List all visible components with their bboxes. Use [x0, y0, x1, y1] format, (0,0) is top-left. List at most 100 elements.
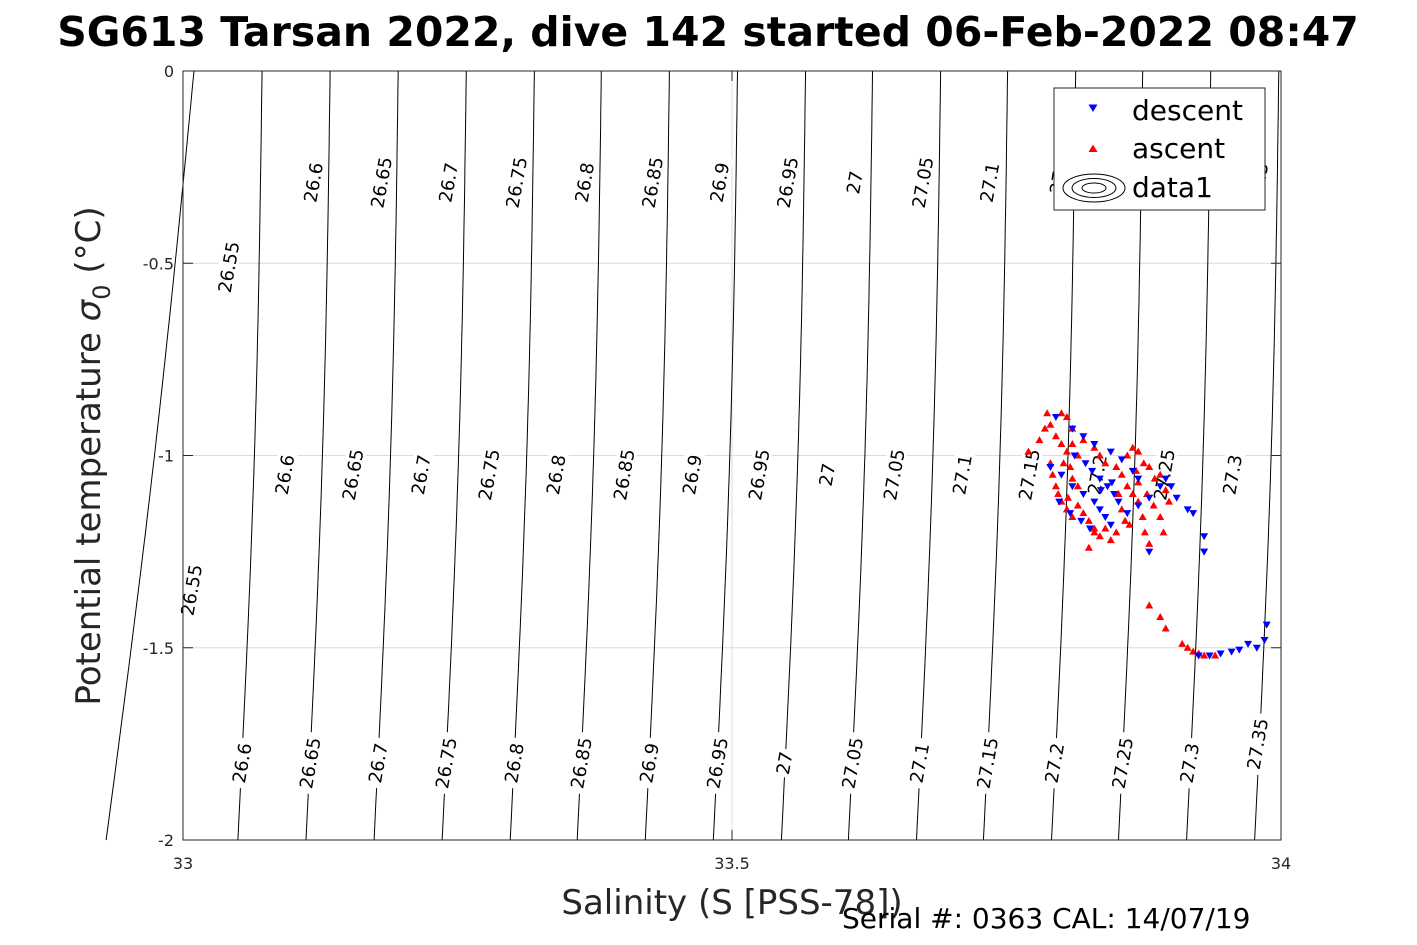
x-axis-ticks: 33 33.5 34: [173, 71, 1291, 873]
ascent-point: [1043, 409, 1052, 417]
descent-point: [1216, 650, 1225, 658]
contour-label-bg: [269, 448, 299, 501]
descent-point: [1106, 448, 1115, 456]
y-axis-label-unit: (°C): [69, 206, 109, 284]
ascent-point: [1035, 436, 1044, 444]
ascent-point: [1066, 463, 1075, 471]
y-axis-label-symbol: σ: [69, 298, 109, 321]
descent-point: [1156, 483, 1165, 491]
density-contour-27.1: [916, 70, 942, 841]
ascent-point: [1062, 413, 1071, 421]
ascent-point: [1123, 482, 1132, 490]
ascent-point: [1048, 470, 1057, 478]
density-contour-26.7: [373, 70, 399, 841]
ascent-point: [1059, 459, 1068, 467]
ascent-point: [1125, 520, 1134, 528]
descent-point: [1079, 490, 1088, 498]
contour-label-bg: [947, 448, 976, 501]
ascent-point: [1165, 497, 1174, 505]
descent-point: [1145, 494, 1154, 502]
ascent-point: [1112, 528, 1121, 536]
density-contour-26.75: [441, 70, 467, 841]
ascent-point: [1090, 524, 1099, 532]
legend: descent ascent data1: [1053, 87, 1266, 211]
legend-descent-label: descent: [1132, 94, 1243, 127]
y-tick-label: -1: [158, 447, 174, 466]
descent-point: [1260, 637, 1269, 645]
ascent-point: [1062, 447, 1071, 455]
serial-cal-footer: Serial #: 0363 CAL: 14/07/19: [842, 902, 1250, 935]
contour-label-bg: [971, 731, 1002, 795]
ascent-point: [1138, 513, 1147, 521]
contour-label-bg: [363, 736, 392, 790]
contour-label-bg: [634, 736, 663, 790]
density-contour-26.8: [509, 70, 535, 841]
contour-label-bg: [406, 448, 435, 501]
contour-label: 26.55: [212, 235, 244, 299]
contour-label: 27: [814, 459, 840, 491]
descent-point: [1085, 525, 1094, 533]
descent-point: [1088, 467, 1097, 475]
contour-label-bg: [541, 448, 570, 501]
descent-point: [1103, 483, 1112, 491]
contour-label-bg: [878, 442, 909, 507]
contour-label-bg: [974, 155, 1004, 209]
descent-point: [1051, 414, 1060, 422]
descent-point: [1128, 467, 1137, 475]
descent-point: [1090, 498, 1099, 506]
descent-point: [1081, 460, 1090, 468]
ascent-point: [1101, 524, 1110, 532]
descent-point: [1079, 433, 1088, 441]
ascent-point: [1145, 463, 1154, 471]
contour-label: 27: [771, 747, 798, 779]
contour-label-bg: [1106, 731, 1138, 795]
descent-point: [1123, 510, 1132, 518]
density-contour-26.55: [105, 70, 195, 841]
contour-label-bg: [298, 155, 327, 209]
ascent-point: [1095, 532, 1104, 540]
descent-point: [1066, 510, 1075, 518]
contour-label-bg: [1217, 448, 1246, 501]
descent-point: [1252, 644, 1261, 652]
descent-point: [1090, 440, 1099, 448]
x-tick-label: 33.5: [714, 854, 750, 873]
descent-point: [1244, 640, 1253, 648]
contour-label-text: 27: [843, 169, 868, 195]
legend-data1-contour-icon: [1062, 173, 1126, 203]
contour-label-bg: [473, 442, 504, 507]
contour-label-bg: [294, 731, 325, 795]
ascent-point: [1140, 528, 1149, 536]
descent-point: [1117, 456, 1126, 464]
contour-label: 27: [841, 166, 868, 198]
descent-point: [1145, 548, 1154, 556]
y-axis-label-main: Potential temperature: [69, 321, 109, 705]
ascent-point: [1101, 459, 1110, 467]
y-axis-label: Potential temperature σ0 (°C): [69, 206, 116, 705]
contour-label-bg: [337, 442, 368, 507]
descent-series: [1046, 414, 1271, 660]
contour-label-bg: [677, 448, 706, 501]
ascent-point: [1106, 536, 1115, 544]
ascent-point: [1145, 539, 1154, 547]
descent-point: [1068, 483, 1077, 491]
ascent-point: [1024, 447, 1033, 455]
contour-label-bg: [1174, 736, 1204, 790]
contour-label-bg: [430, 731, 461, 795]
ascent-point: [1095, 451, 1104, 459]
ascent-point: [1073, 482, 1082, 490]
density-contour-26.9: [644, 70, 670, 841]
ascent-point: [1084, 543, 1093, 551]
ascent-point: [1084, 516, 1093, 524]
legend-descent-marker: [1088, 104, 1098, 112]
contour-label-bg: [227, 736, 256, 790]
contour-label-bg: [836, 731, 867, 795]
contour-label-bg: [499, 736, 528, 790]
contour-label-bg: [365, 150, 396, 215]
ascent-point: [1128, 443, 1137, 451]
contour-label-bg: [1241, 711, 1273, 776]
contour-label-bg: [608, 442, 639, 507]
contour-label-bg: [212, 235, 244, 299]
contour-label-bg: [704, 155, 734, 209]
density-contour-27: [780, 70, 807, 841]
ascent-point: [1117, 470, 1126, 478]
